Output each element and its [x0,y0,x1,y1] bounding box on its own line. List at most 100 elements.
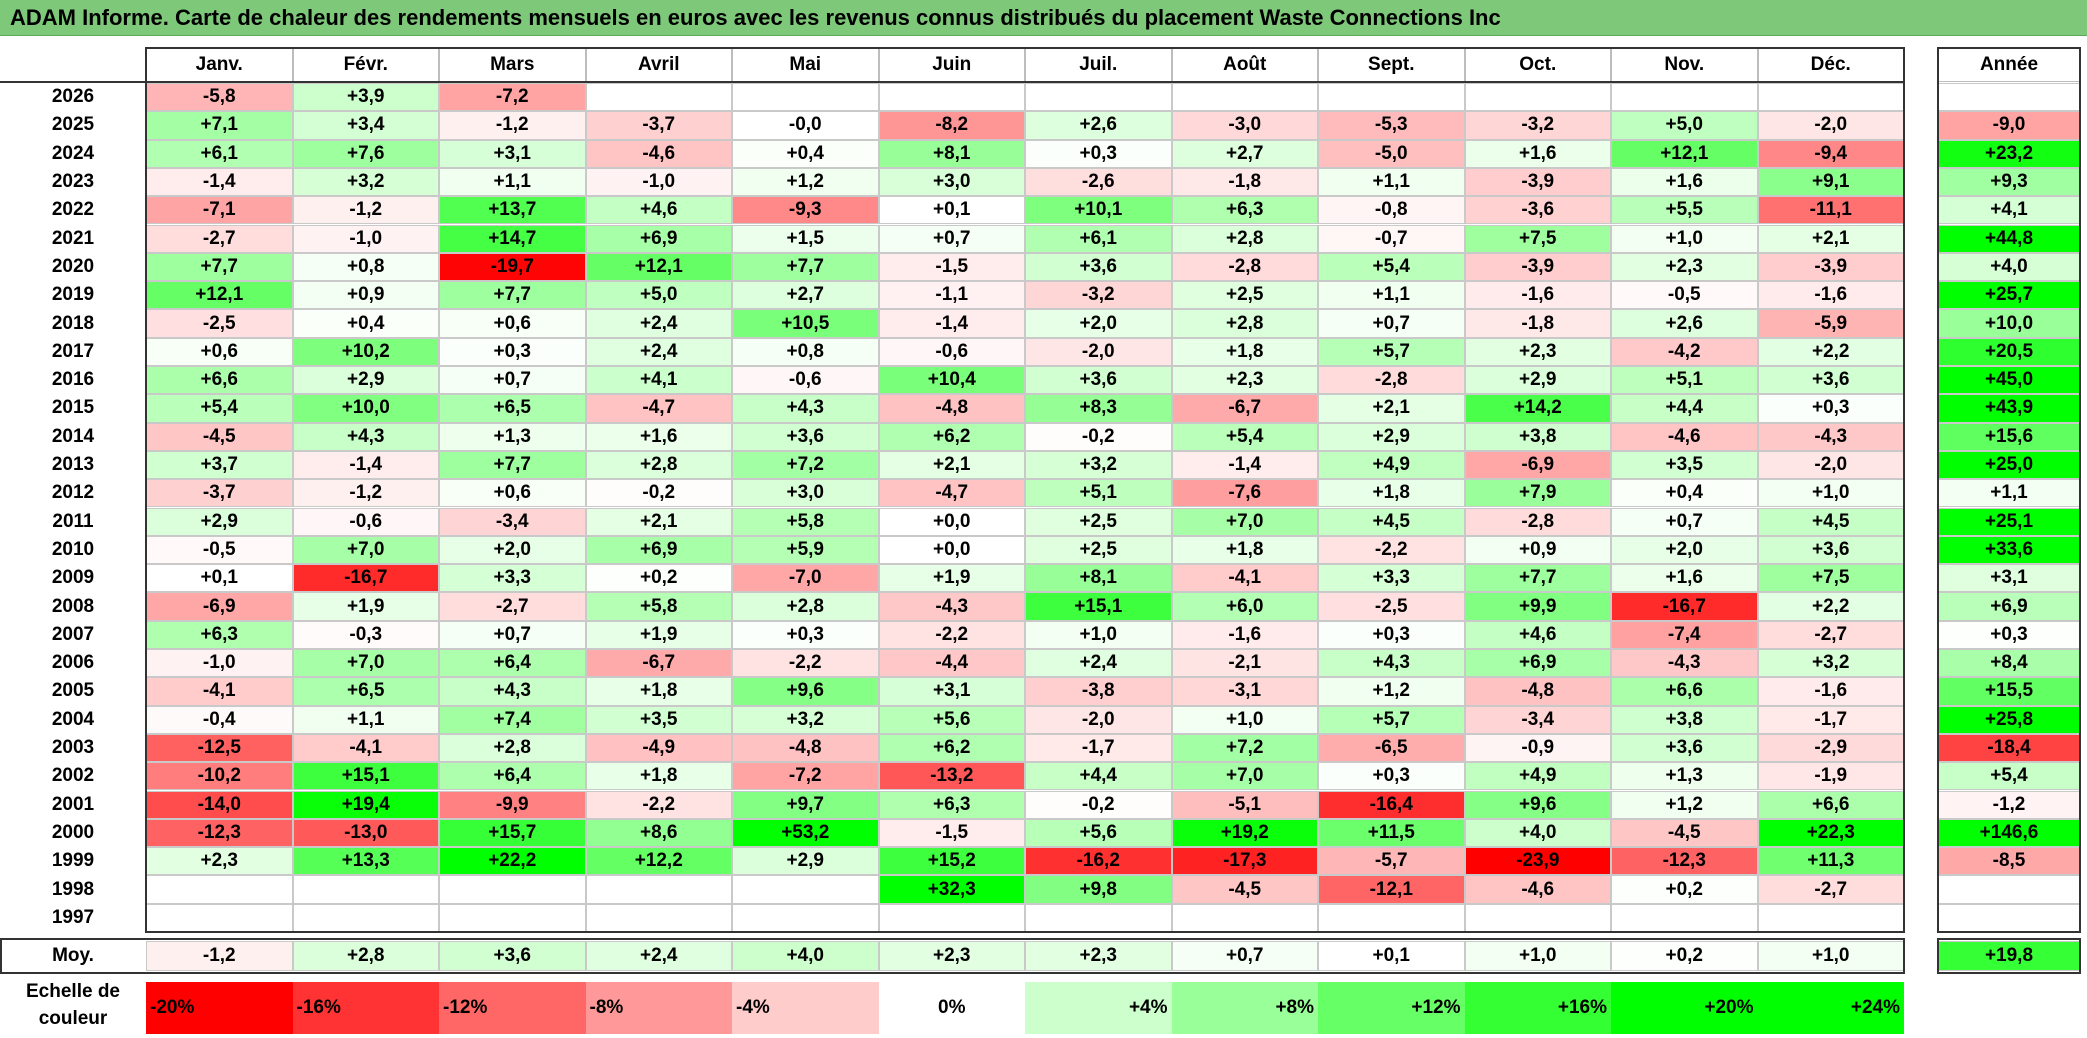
heatmap-cell: -0,4 [146,705,293,734]
average-cell: +3,6 [439,941,586,971]
year-label: 2005 [51,680,95,702]
annual-cell: -8,5 [1938,847,2080,876]
heatmap-cell [878,83,1025,112]
annual-cell: +6,9 [1938,592,2080,621]
heatmap-cell: -8,2 [878,111,1025,140]
heatmap-cell: +7,2 [732,450,879,480]
heatmap-cell: +1,0 [1611,224,1758,253]
heatmap-cell: +9,6 [732,677,879,706]
month-header: Oct. [1464,48,1611,82]
annual-cell: +9,3 [1938,167,2080,197]
heatmap-cell: -1,2 [292,196,439,225]
heatmap-cell [878,903,1025,932]
heatmap-cell: -3,0 [1171,111,1318,140]
heatmap-cell: -1,8 [1464,309,1611,338]
heatmap-cell: -2,0 [1025,337,1172,366]
month-header: Avril [585,48,732,82]
heatmap-cell: +6,0 [1171,592,1318,621]
annual-cell: +15,6 [1938,422,2080,451]
heatmap-cell: -3,4 [439,507,586,536]
heatmap-cell: -2,8 [1171,252,1318,282]
heatmap-cell: +6,5 [292,677,439,706]
month-header: Mai [732,48,879,82]
heatmap-cell: +2,7 [732,281,879,310]
heatmap-cell: +0,3 [1318,620,1465,649]
heatmap-cell: +10,0 [292,394,439,423]
heatmap-cell: +6,9 [585,224,732,253]
heatmap-cell: +15,1 [1025,592,1172,621]
heatmap-cell: +3,5 [585,705,732,734]
heatmap-cell: -1,4 [878,309,1025,338]
heatmap-cell: +1,8 [585,677,732,706]
heatmap-cell: -7,0 [732,564,879,593]
heatmap-cell: +10,1 [1025,196,1172,225]
heatmap-cell: +6,6 [146,366,293,395]
heatmap-cell: +2,0 [1025,309,1172,338]
heatmap-cell: -4,3 [878,592,1025,621]
month-header: Janv. [146,48,293,82]
heatmap-cell: +9,1 [1757,167,1904,197]
heatmap-cell: +7,4 [439,705,586,734]
heatmap-cell: +5,6 [1025,818,1172,848]
heatmap-cell: +0,7 [439,366,586,395]
heatmap-cell: -5,9 [1757,309,1904,338]
heatmap-cell: +2,0 [1611,535,1758,565]
heatmap-cell: +0,7 [1318,309,1465,338]
heatmap-cell: -1,5 [878,818,1025,848]
heatmap-cell: -0,2 [1025,790,1172,819]
annual-cell [1938,903,2080,932]
heatmap-cell: +0,1 [878,196,1025,225]
heatmap-cell: -12,1 [1318,875,1465,904]
heatmap-cell [1025,83,1172,112]
year-label: 2006 [51,652,95,674]
annual-cell: -9,0 [1938,111,2080,140]
heatmap-cell: -16,4 [1318,790,1465,819]
annual-cell: +25,7 [1938,281,2080,310]
heatmap-cell: +7,7 [439,450,586,480]
average-cell: +2,4 [585,941,732,971]
heatmap-cell: -7,6 [1171,479,1318,508]
heatmap-cell: +4,3 [1318,649,1465,678]
annual-cell: +45,0 [1938,366,2080,395]
heatmap-cell: -3,7 [146,479,293,508]
heatmap-cell: -17,3 [1171,847,1318,876]
heatmap-cell: -1,4 [292,450,439,480]
heatmap-cell: +1,8 [1171,535,1318,565]
heatmap-cell: -1,4 [146,167,293,197]
annual-cell: +44,8 [1938,224,2080,253]
heatmap-cell: -0,6 [292,507,439,536]
heatmap-cell: -3,2 [1025,281,1172,310]
heatmap-cell: +3,6 [1757,366,1904,395]
heatmap-cell: +5,4 [1318,252,1465,282]
heatmap-cell: -9,4 [1757,139,1904,168]
heatmap-cell: -3,7 [585,111,732,140]
heatmap-cell: +7,0 [292,535,439,565]
color-scale-label: Echelle de couleur [26,981,120,1029]
annual-cell: +25,0 [1938,450,2080,480]
scale-step: +4% [1025,982,1172,1034]
heatmap-cell: +5,7 [1318,337,1465,366]
heatmap-cell: +3,6 [1025,366,1172,395]
heatmap-cell: -3,8 [1025,677,1172,706]
average-cell: +0,2 [1611,941,1758,971]
heatmap-cell [1464,903,1611,932]
annual-cell: +0,3 [1938,620,2080,649]
heatmap-cell: -5,0 [1318,139,1465,168]
heatmap-cell: +2,4 [585,309,732,338]
average-cell: +2,3 [1025,941,1172,971]
heatmap-cell: -4,4 [878,649,1025,678]
average-cell: +2,3 [878,941,1025,971]
heatmap-cell: +3,9 [292,83,439,112]
heatmap-cell: +1,2 [1611,790,1758,819]
heatmap-cell: +2,3 [1464,337,1611,366]
heatmap-cell: +7,7 [439,281,586,310]
heatmap-cell: +2,7 [1171,139,1318,168]
heatmap-cell: +9,8 [1025,875,1172,904]
heatmap-cell: -2,8 [1318,366,1465,395]
scale-step: -4% [732,982,879,1034]
heatmap-cell: +6,1 [1025,224,1172,253]
heatmap-cell: -2,0 [1757,111,1904,140]
heatmap-cell: +0,4 [1611,479,1758,508]
year-label: 2000 [51,821,95,843]
heatmap-cell: -0,6 [878,337,1025,366]
